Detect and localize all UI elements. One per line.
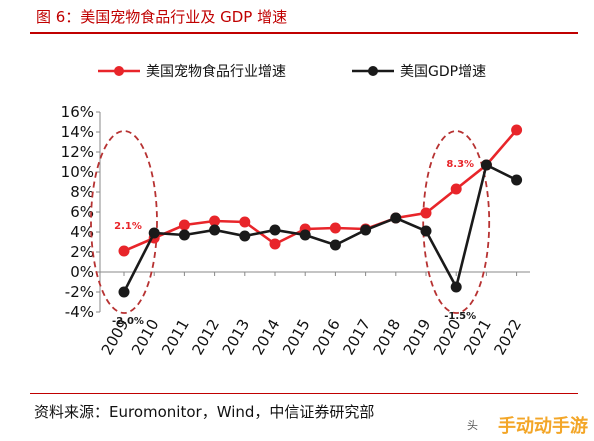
series-2-point [148,227,160,239]
y-tick-label: 16% [61,103,94,121]
data-label: -2.0% [112,316,144,327]
x-tick-label: 2020 [430,316,465,358]
series-1-point [269,238,281,250]
x-tick-label: 2021 [460,316,495,358]
x-tick-label: 2016 [309,316,344,358]
x-tick-label: 2014 [249,316,284,358]
watermark-logo: 手动动手游 [498,416,588,437]
series-2-point [239,230,251,242]
y-tick-label: 8% [70,183,94,201]
y-tick-label: 0% [70,263,94,281]
series-2-point [269,224,281,236]
y-tick-label: 14% [61,123,94,141]
x-tick-label: 2018 [370,316,405,358]
series-2-point [511,174,523,186]
series-1-point [118,245,130,257]
series-1-point [239,216,251,228]
highlight-ellipse [90,130,158,314]
x-tick-label: 2019 [400,316,435,358]
series-1-point [178,219,190,231]
series-2-point [118,286,130,298]
series-1-point [209,215,221,227]
series-2-point [299,229,311,241]
highlight-ellipse [422,130,491,314]
y-tick-label: 6% [70,203,94,221]
series-2-point [480,159,492,171]
series-1-point [420,207,432,219]
x-tick-label: 2015 [279,316,314,358]
series-2-point [420,225,432,237]
series-2-point [450,281,462,293]
series-2-point [209,224,221,236]
x-tick-label: 2017 [339,316,374,358]
x-tick-label: 2013 [219,316,254,358]
series-2-point [329,239,341,251]
x-tick-label: 2022 [490,316,525,358]
watermark-prefix: 头 [467,419,478,432]
title-rule [30,32,578,34]
series-1-point [329,222,341,234]
x-tick-label: 2011 [158,316,193,358]
series-2-point [178,229,190,241]
series-1-point [511,124,523,136]
y-tick-label: 2% [70,243,94,261]
legend-label-1: 美国宠物食品行业增速 [146,63,286,80]
y-tick-label: -4% [65,303,94,321]
y-tick-label: 10% [61,163,94,181]
legend-marker-1 [114,66,124,76]
series-2-point [360,224,372,236]
legend-marker-2 [368,66,378,76]
y-tick-label: 4% [70,223,94,241]
source-note: 资料来源：Euromonitor，Wind，中信证券研究部 [34,403,375,421]
series-2-point [390,212,402,224]
data-label: -1.5% [444,311,476,322]
y-tick-label: 12% [61,143,94,161]
series-1-point [450,183,462,195]
x-tick-label: 2012 [188,316,223,358]
data-label: 8.3% [446,159,474,170]
footer-rule [30,393,578,394]
y-tick-label: -2% [65,283,94,301]
legend-label-2: 美国GDP增速 [400,64,486,80]
figure-title: 图 6：美国宠物食品行业及 GDP 增速 [36,8,288,26]
data-label: 2.1% [114,221,142,232]
